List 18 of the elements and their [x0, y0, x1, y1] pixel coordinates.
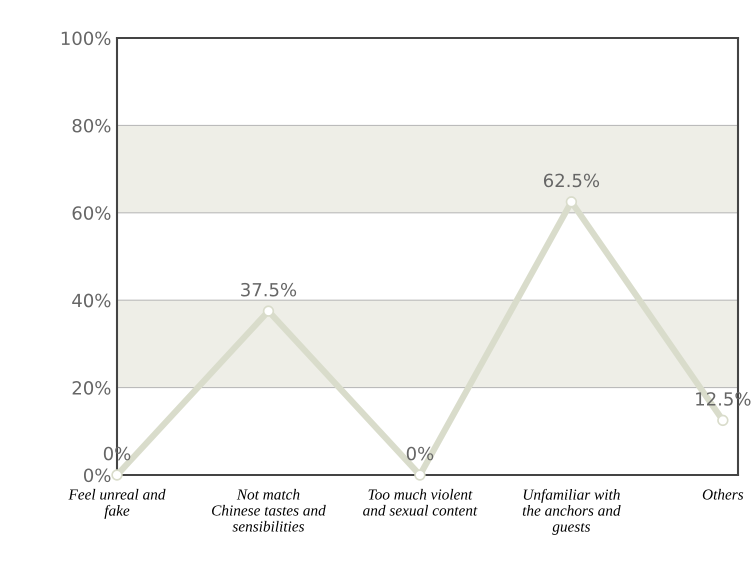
x-tick-label: Too much violent and sexual content	[363, 488, 478, 516]
text: 62.5%	[544, 174, 600, 188]
y-tick-label: 60%	[72, 206, 110, 220]
x-tick-label: Unfamiliar with the anchors and guests	[522, 488, 621, 535]
y-tick-label: 100%	[62, 31, 110, 46]
x-tick-label: Not match Chinese tastes and sensibilities	[212, 488, 326, 532]
y-tick-label: 0%	[84, 468, 110, 482]
point	[111, 469, 123, 481]
y-tick-label: 40%	[72, 294, 110, 308]
y-tick-label: 80%	[72, 118, 110, 133]
text: 0%	[406, 446, 434, 460]
point	[717, 414, 729, 426]
point	[414, 469, 426, 481]
text: 37.5%	[241, 282, 296, 297]
x-tick-label: Feel unreal and fake	[68, 488, 166, 519]
y-tick-label: 20%	[72, 381, 110, 395]
x-tick-label: Others	[702, 488, 744, 500]
point	[262, 305, 274, 317]
